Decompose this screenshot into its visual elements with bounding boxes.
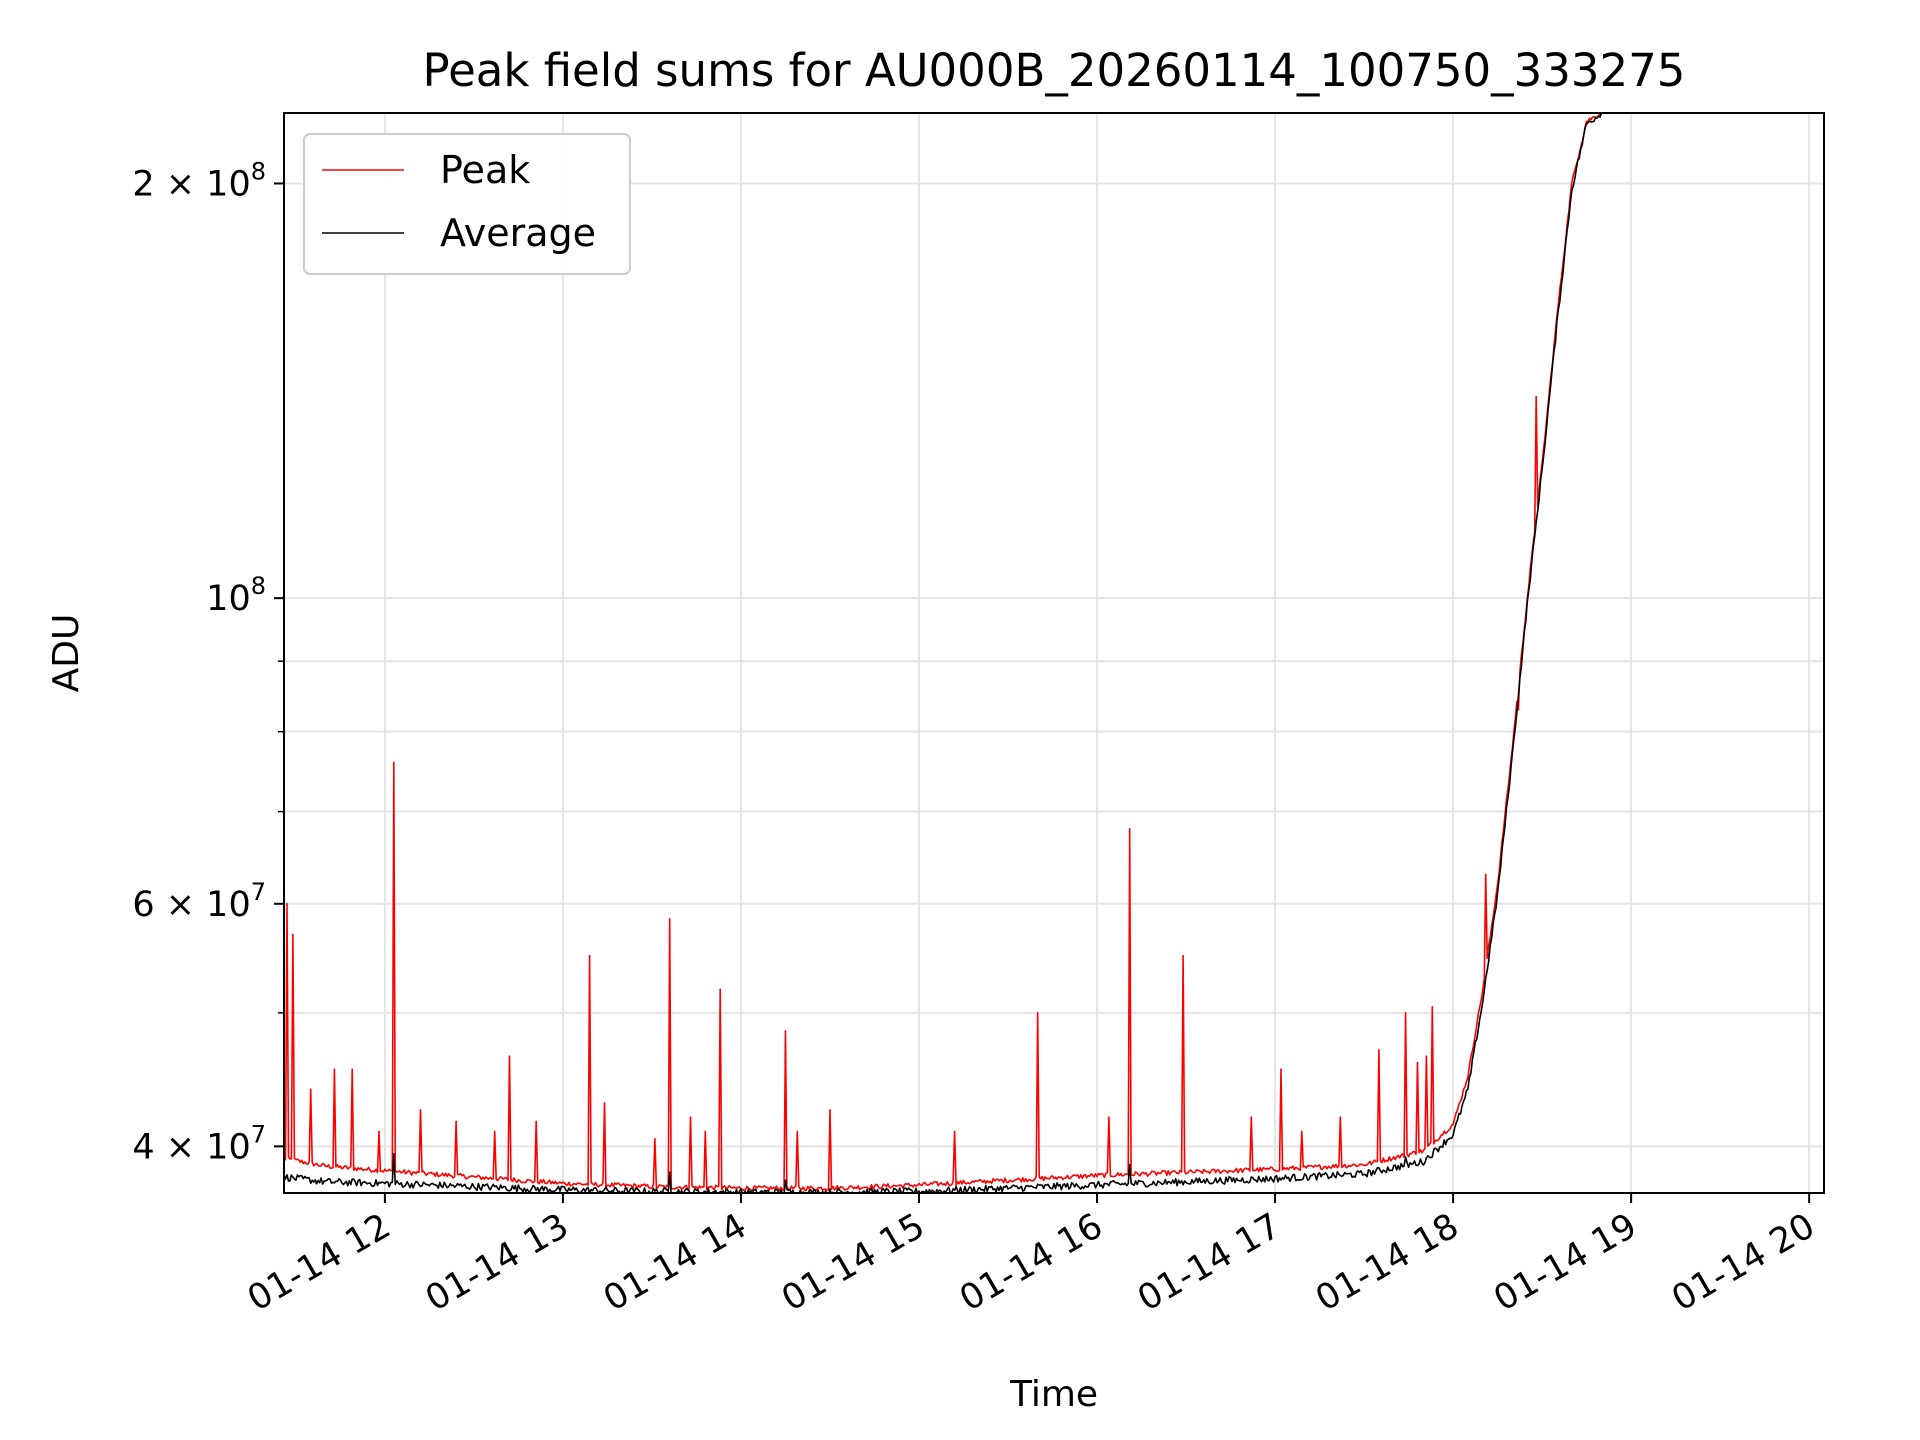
spike-point-peak bbox=[1250, 1116, 1253, 1118]
spike-point-peak bbox=[1108, 1116, 1110, 1118]
spike-point-peak bbox=[1036, 1012, 1039, 1014]
spike-point-peak bbox=[953, 1130, 956, 1133]
spike-point-peak bbox=[796, 1130, 799, 1133]
spike-point-peak bbox=[829, 1109, 831, 1111]
spike-point-peak bbox=[286, 902, 288, 905]
y-tick-label: 6 × 107 bbox=[132, 878, 266, 925]
spike-point-peak bbox=[309, 1088, 312, 1091]
spike-point-peak bbox=[419, 1109, 422, 1111]
spike-point-peak bbox=[603, 1102, 606, 1104]
spike-point-peak bbox=[535, 1120, 538, 1123]
spike-point-peak bbox=[1425, 1055, 1428, 1058]
legend: Peak Average bbox=[303, 133, 631, 275]
spike-point-average bbox=[1404, 1156, 1407, 1158]
series-line-peak bbox=[284, 113, 1602, 1192]
chart-title: Peak field sums for AU000B_20260114_1007… bbox=[423, 44, 1686, 97]
spike-point-peak bbox=[668, 918, 671, 920]
spike-point-peak bbox=[1128, 828, 1131, 830]
spike-point-peak bbox=[1300, 1130, 1303, 1133]
series-line-average bbox=[284, 113, 1603, 1193]
series-layer bbox=[284, 113, 1603, 1193]
spike-point-peak bbox=[508, 1055, 511, 1058]
spike-point-peak bbox=[719, 988, 721, 991]
spike-point-peak bbox=[493, 1130, 496, 1133]
spike-point-peak bbox=[378, 1130, 380, 1133]
legend-box bbox=[303, 133, 631, 275]
plot-frame bbox=[283, 112, 1825, 1194]
spike-point-peak bbox=[1535, 396, 1537, 398]
spike-point-average bbox=[784, 1179, 787, 1182]
y-tick-label: 108 bbox=[206, 572, 266, 619]
y-tick-label: 2 × 108 bbox=[132, 157, 266, 204]
legend-label-average: Average bbox=[440, 211, 596, 255]
spike-point-peak bbox=[333, 1068, 336, 1071]
legend-label-peak: Peak bbox=[440, 148, 530, 192]
spike-point-peak bbox=[1378, 1049, 1380, 1051]
x-axis-label: Time bbox=[1009, 1374, 1098, 1415]
y-tick-label: 4 × 107 bbox=[132, 1120, 266, 1167]
spike-point-peak bbox=[1431, 1006, 1434, 1008]
spike-point-average bbox=[668, 1171, 671, 1174]
spike-point-peak bbox=[292, 933, 294, 936]
spike-point-peak bbox=[351, 1068, 354, 1071]
spike-point-average bbox=[392, 1153, 395, 1155]
spike-point-peak bbox=[1416, 1061, 1419, 1064]
spike-point-peak bbox=[1182, 955, 1184, 957]
grid bbox=[284, 113, 1824, 1193]
y-axis-label: ADU bbox=[46, 614, 87, 693]
spike-point-peak bbox=[1484, 873, 1487, 876]
spike-point-peak bbox=[455, 1120, 457, 1123]
spike-point-peak bbox=[392, 761, 395, 764]
spike-point-peak bbox=[1280, 1068, 1282, 1071]
spike-point-peak bbox=[654, 1138, 656, 1140]
spike-point-peak bbox=[1339, 1116, 1342, 1118]
spike-point-peak bbox=[588, 955, 591, 957]
spike-point-peak bbox=[784, 1030, 787, 1032]
y-axis: 4 × 107 6 × 107 108 2 × 108 bbox=[132, 157, 284, 1167]
spike-point-peak bbox=[689, 1116, 692, 1118]
spike-point-peak bbox=[1404, 1012, 1407, 1014]
spike-point-average bbox=[1128, 1163, 1131, 1166]
spike-point-peak bbox=[704, 1130, 707, 1133]
